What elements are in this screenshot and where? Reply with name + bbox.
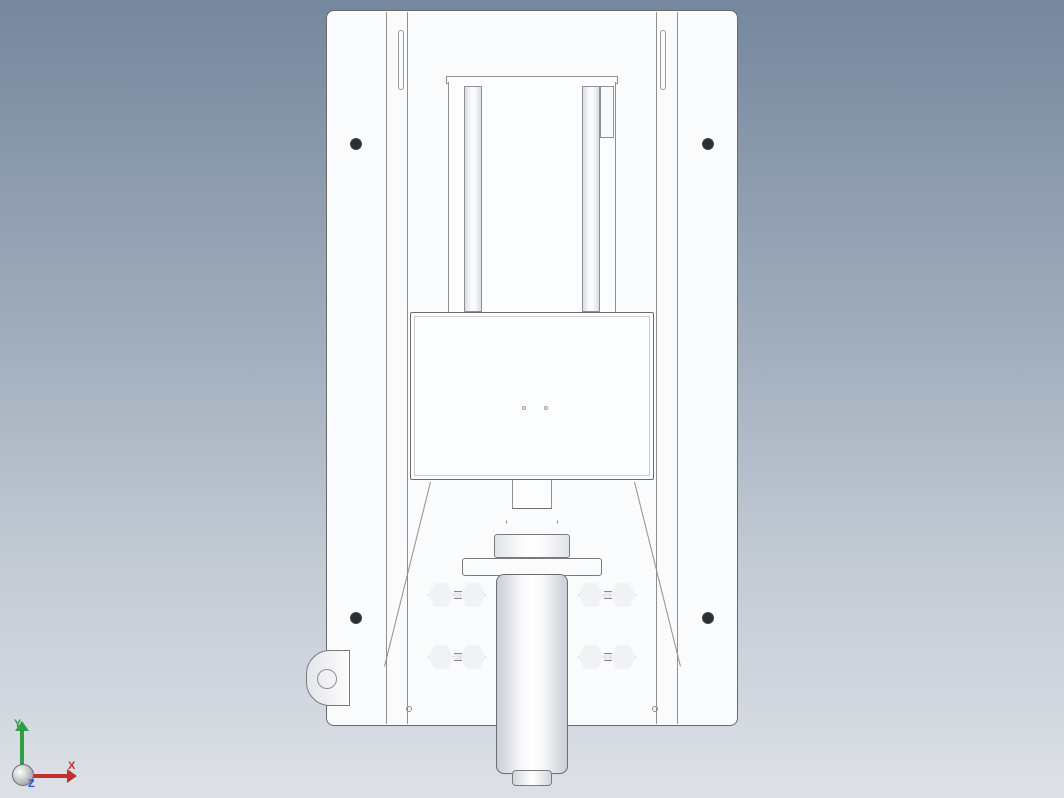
mounting-hole: [702, 138, 714, 150]
y-axis-label: Y: [14, 718, 21, 730]
hex-nut: [506, 508, 558, 536]
dowel-hole: [522, 406, 526, 410]
guide-rod: [464, 86, 482, 312]
bracket-tab: [600, 86, 614, 138]
bolt-pair: [578, 644, 636, 672]
mounting-hole: [702, 612, 714, 624]
top-slot: [398, 30, 404, 90]
z-axis-label: Z: [28, 778, 35, 790]
orientation-triad[interactable]: X Y Z: [12, 714, 84, 786]
cad-assembly[interactable]: [306, 10, 758, 790]
x-axis-label: X: [68, 760, 75, 772]
guide-rod: [582, 86, 600, 312]
collar: [494, 534, 570, 558]
bolt-pair: [428, 644, 486, 672]
dowel-hole: [544, 406, 548, 410]
small-hole: [652, 706, 658, 712]
top-slot: [660, 30, 666, 90]
y-axis-icon: [20, 730, 24, 766]
bearing-block-inner: [414, 316, 650, 476]
side-boss: [306, 650, 350, 706]
cad-viewport[interactable]: X Y Z: [0, 0, 1064, 798]
x-axis-icon: [32, 774, 68, 778]
small-hole: [406, 706, 412, 712]
bolt-pair: [428, 582, 486, 610]
bolt-pair: [578, 582, 636, 610]
piston-stub: [512, 480, 552, 510]
cylinder-body: [496, 574, 568, 774]
mounting-hole: [350, 612, 362, 624]
mounting-hole: [350, 138, 362, 150]
cylinder-tip: [512, 770, 552, 786]
